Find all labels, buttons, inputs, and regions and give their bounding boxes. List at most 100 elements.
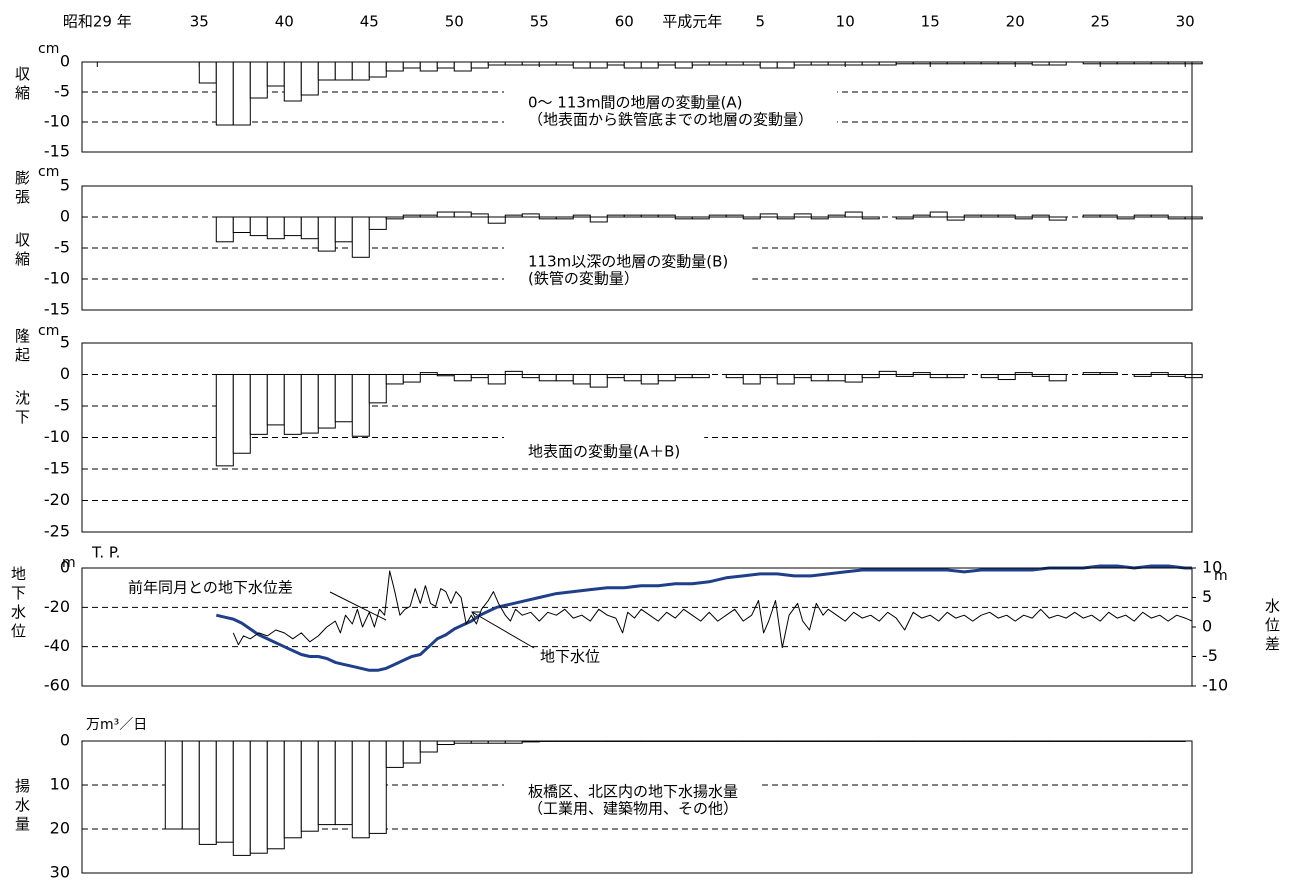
bar bbox=[607, 215, 624, 217]
bar bbox=[165, 741, 182, 829]
x-tick-label: 45 bbox=[360, 13, 379, 31]
bar bbox=[1168, 375, 1185, 377]
bar bbox=[301, 62, 318, 95]
bar bbox=[641, 375, 658, 384]
y-tick-label: -10 bbox=[44, 269, 70, 288]
side-label: 揚水量 bbox=[13, 778, 31, 835]
bar bbox=[743, 217, 760, 219]
bar bbox=[471, 375, 488, 378]
bar bbox=[862, 217, 879, 219]
bar bbox=[437, 212, 454, 217]
bar bbox=[318, 375, 335, 429]
y-tick-label: 0 bbox=[60, 207, 70, 226]
bar bbox=[913, 373, 930, 375]
bar bbox=[471, 214, 488, 217]
bar bbox=[1032, 215, 1049, 217]
x-tick-label: 50 bbox=[445, 13, 464, 31]
y-tick-label: -60 bbox=[44, 676, 70, 695]
unit-label: cm bbox=[38, 323, 59, 339]
bar bbox=[641, 215, 658, 217]
y-tick-label: 5 bbox=[60, 176, 70, 195]
bar bbox=[267, 62, 284, 86]
bar bbox=[420, 741, 437, 752]
panel-title: （地表面から鉄管底までの地層の変動量） bbox=[528, 111, 813, 129]
y2-unit-label: m bbox=[1214, 568, 1228, 584]
bar bbox=[522, 214, 539, 217]
bar bbox=[607, 375, 624, 378]
y-tick-label: 10 bbox=[50, 775, 70, 794]
bar bbox=[1049, 217, 1066, 220]
bar bbox=[284, 375, 301, 435]
bar bbox=[420, 373, 437, 375]
bar bbox=[352, 217, 369, 257]
series-annotation: 前年同月との地下水位差 bbox=[128, 579, 293, 597]
unit-label: cm bbox=[38, 41, 59, 57]
y-tick-label: 0 bbox=[60, 52, 70, 71]
panel-title: 0〜 113m間の地層の変動量(A) bbox=[528, 94, 743, 112]
y2-tick-label: 5 bbox=[1202, 587, 1212, 606]
bar bbox=[420, 62, 437, 71]
bar bbox=[335, 62, 352, 80]
x-tick-label: 平成元年 bbox=[662, 13, 722, 31]
bar bbox=[301, 375, 318, 434]
bar bbox=[488, 375, 505, 384]
y-tick-label: -10 bbox=[44, 427, 70, 446]
bar bbox=[726, 375, 743, 378]
y-tick-label: 0 bbox=[60, 731, 70, 750]
side-label: 地下水位 bbox=[9, 566, 27, 642]
bar bbox=[947, 217, 964, 220]
y-tick-label: 30 bbox=[50, 863, 70, 882]
bar bbox=[896, 217, 913, 219]
side-label: 隆起 bbox=[13, 328, 31, 366]
bar bbox=[301, 741, 318, 831]
x-tick-label: 20 bbox=[1006, 13, 1025, 31]
bar bbox=[1015, 217, 1032, 219]
bar bbox=[573, 62, 590, 68]
bar bbox=[318, 217, 335, 251]
bar bbox=[743, 375, 760, 384]
bar bbox=[777, 62, 794, 68]
y-tick-label: 20 bbox=[50, 819, 70, 838]
bar bbox=[692, 217, 709, 219]
bar bbox=[760, 62, 777, 68]
bar bbox=[369, 375, 386, 403]
side-label: 収縮 bbox=[13, 66, 31, 104]
bar bbox=[284, 741, 301, 838]
bar bbox=[267, 741, 284, 849]
bar bbox=[454, 212, 471, 217]
bar bbox=[233, 741, 250, 855]
bar bbox=[777, 375, 794, 384]
side-label: 膨張 bbox=[13, 170, 31, 208]
x-tick-label: 5 bbox=[755, 13, 765, 31]
bar bbox=[896, 375, 913, 377]
bar bbox=[233, 217, 250, 233]
bar bbox=[522, 375, 539, 378]
y-tick-label: -5 bbox=[54, 82, 70, 101]
bar bbox=[1083, 215, 1100, 217]
side-label: 沈下 bbox=[13, 390, 31, 428]
panel-title: 板橋区、北区内の地下水揚水量 bbox=[528, 783, 738, 801]
panel-title: 113m以深の地層の変動量(B) bbox=[528, 253, 728, 271]
bar bbox=[284, 62, 301, 101]
bar bbox=[879, 371, 896, 374]
y-tick-label: 0 bbox=[60, 364, 70, 383]
bar bbox=[828, 375, 845, 381]
bar bbox=[539, 217, 556, 219]
bar bbox=[250, 741, 267, 853]
x-tick-label: 昭和29 年 bbox=[63, 13, 132, 31]
bar bbox=[199, 741, 216, 844]
bar bbox=[488, 217, 505, 223]
bar bbox=[386, 375, 403, 384]
bar bbox=[794, 214, 811, 217]
bar bbox=[352, 62, 369, 80]
bar bbox=[998, 215, 1015, 217]
unit-label: 万m³／日 bbox=[86, 717, 147, 733]
x-tick-label: 60 bbox=[615, 13, 634, 31]
bar bbox=[420, 215, 437, 217]
x-tick-label: 10 bbox=[836, 13, 855, 31]
datum-label: T. P. bbox=[91, 544, 120, 562]
bar bbox=[981, 215, 998, 217]
bar bbox=[386, 217, 403, 219]
bar bbox=[233, 375, 250, 454]
